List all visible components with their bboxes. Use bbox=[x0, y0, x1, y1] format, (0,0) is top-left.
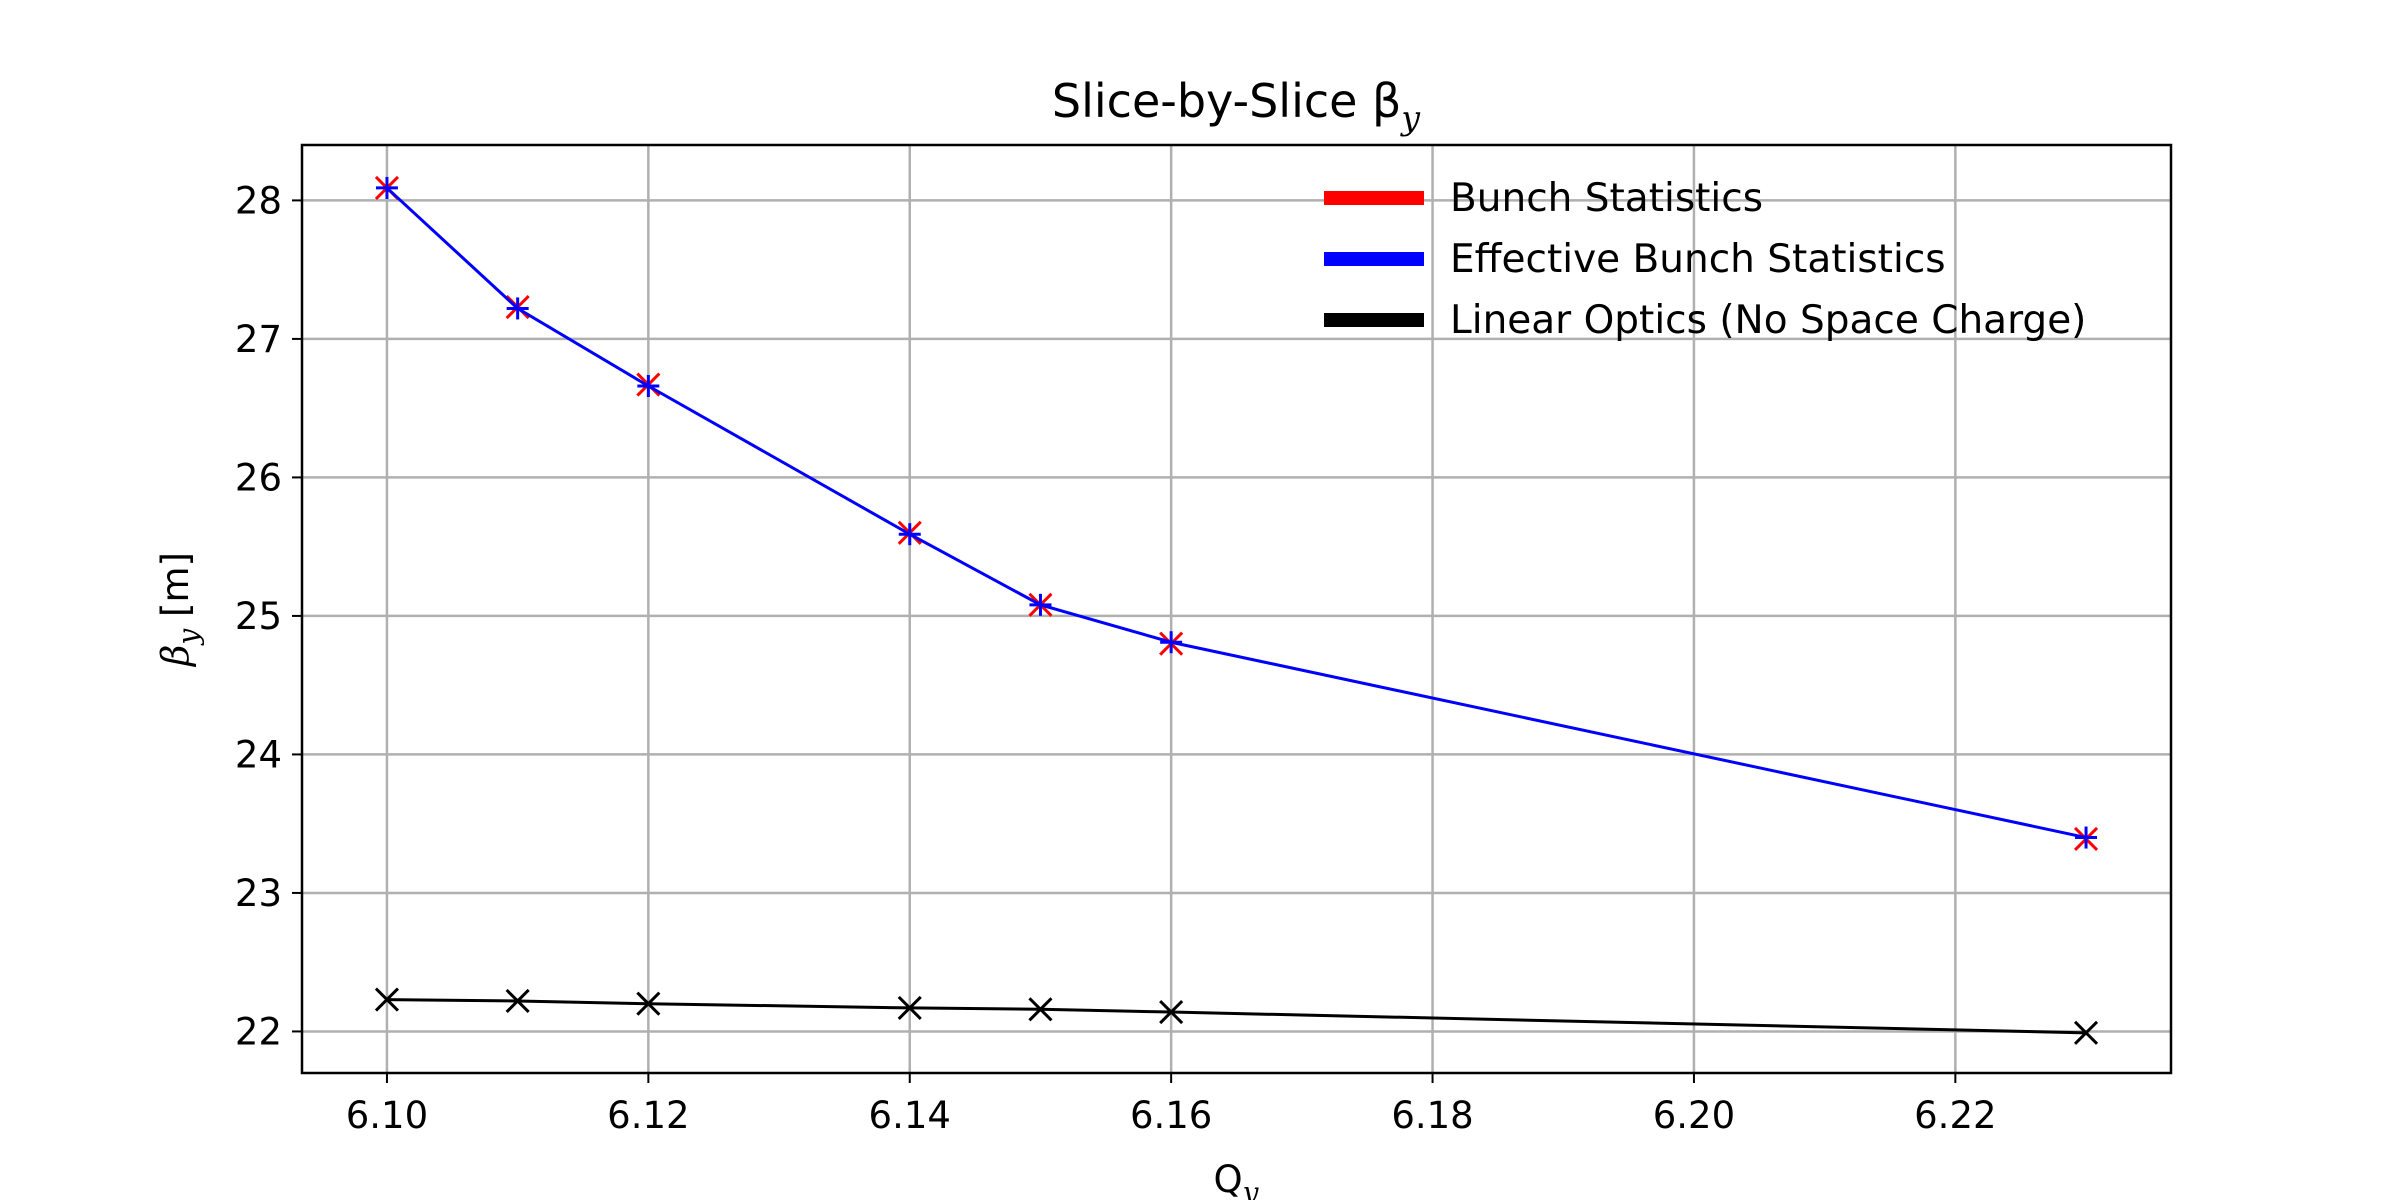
series-effective-bunch-statistics bbox=[375, 176, 2098, 849]
data-point bbox=[374, 987, 400, 1012]
data-point bbox=[636, 991, 661, 1016]
y-tick-label: 28 bbox=[235, 179, 282, 222]
legend-entry: Bunch Statistics bbox=[1450, 176, 1763, 221]
data-point bbox=[375, 176, 398, 199]
data-point bbox=[1159, 999, 1184, 1025]
grid-lines bbox=[302, 145, 2171, 1073]
legend-swatch bbox=[1324, 252, 1424, 266]
series-layer bbox=[374, 175, 2099, 1045]
data-point bbox=[898, 523, 921, 546]
x-tick-label: 6.16 bbox=[1130, 1094, 1212, 1137]
legend: Bunch Statistics Effective Bunch Statisti… bbox=[1324, 176, 2086, 343]
x-tick-label: 6.20 bbox=[1653, 1094, 1735, 1137]
x-axis-label: Qy bbox=[1214, 1158, 1260, 1200]
data-point bbox=[1029, 593, 1052, 616]
series-linear-optics-no-space-charge bbox=[374, 987, 2099, 1045]
data-point bbox=[506, 297, 529, 320]
data-point bbox=[897, 995, 922, 1020]
legend-entry: Linear Optics (No Space Charge) bbox=[1450, 298, 2086, 343]
y-axis-label: βy [m] bbox=[154, 552, 205, 668]
y-tick-label: 25 bbox=[235, 595, 282, 638]
y-tick-label: 27 bbox=[235, 318, 282, 361]
y-tick-label: 23 bbox=[235, 872, 282, 915]
legend-entry: Effective Bunch Statistics bbox=[1450, 237, 1946, 282]
data-point bbox=[1160, 631, 1183, 654]
legend-swatch bbox=[1324, 313, 1424, 327]
x-tick-label: 6.18 bbox=[1391, 1094, 1473, 1137]
axis-ticks: 6.10 6.12 6.14 6.16 6.18 6.20 6.22 22 23 24 25 26 27… bbox=[235, 179, 1997, 1137]
x-tick-label: 6.14 bbox=[869, 1094, 951, 1137]
chart-title: Slice-by-Slice βy bbox=[1052, 74, 1421, 137]
legend-swatch bbox=[1324, 191, 1424, 205]
plot-frame bbox=[300, 143, 2173, 1075]
x-tick-label: 6.12 bbox=[607, 1094, 689, 1137]
y-tick-label: 24 bbox=[235, 733, 282, 776]
data-point bbox=[1028, 997, 1053, 1022]
data-point bbox=[637, 375, 660, 398]
x-tick-label: 6.10 bbox=[346, 1094, 428, 1137]
data-point bbox=[2073, 1020, 2099, 1045]
y-tick-label: 22 bbox=[235, 1010, 282, 1053]
y-tick-label: 26 bbox=[235, 456, 282, 499]
data-point bbox=[505, 988, 530, 1014]
x-tick-label: 6.22 bbox=[1914, 1094, 1996, 1137]
data-point bbox=[2075, 826, 2098, 849]
